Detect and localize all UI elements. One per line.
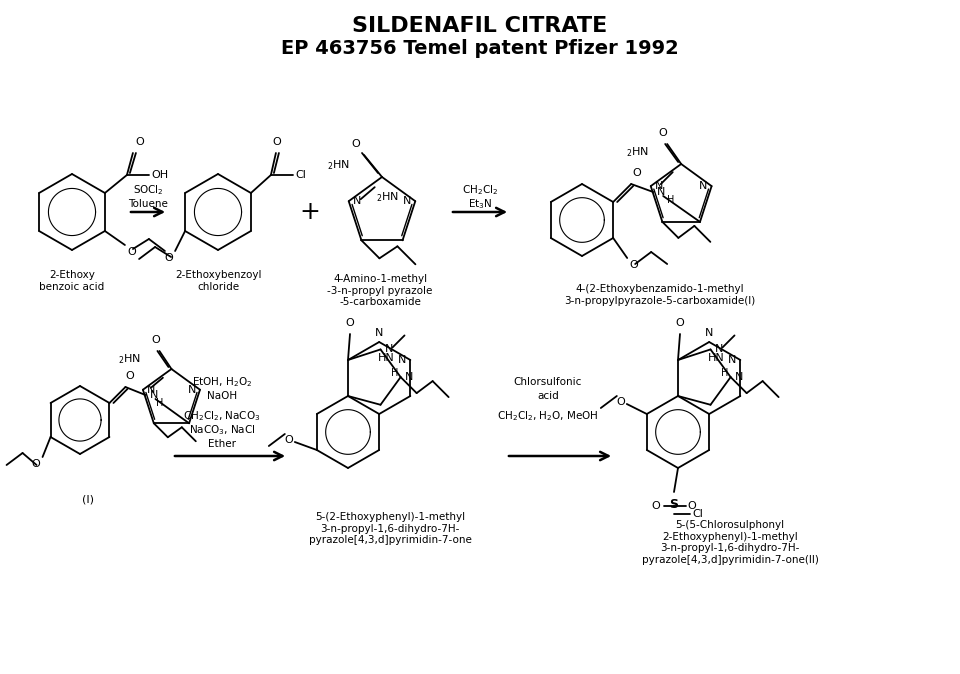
Text: CH$_2$Cl$_2$, H$_2$O, MeOH: CH$_2$Cl$_2$, H$_2$O, MeOH	[497, 409, 599, 423]
Text: 2-Ethoxy
benzoic acid: 2-Ethoxy benzoic acid	[39, 270, 105, 292]
Text: 4-Amino-1-methyl
-3-n-propyl pyrazole
-5-carboxamide: 4-Amino-1-methyl -3-n-propyl pyrazole -5…	[327, 274, 433, 307]
Text: O: O	[125, 371, 133, 381]
Text: O: O	[659, 128, 667, 138]
Text: O: O	[273, 137, 281, 147]
Text: N: N	[404, 372, 413, 382]
Text: NaCO$_3$, NaCl: NaCO$_3$, NaCl	[189, 423, 255, 437]
Text: O: O	[346, 318, 354, 328]
Text: O: O	[32, 459, 40, 469]
Text: O: O	[151, 335, 159, 345]
Text: (I): (I)	[82, 494, 94, 504]
Text: O: O	[135, 137, 144, 147]
Text: N: N	[385, 344, 393, 355]
Text: 4-(2-Ethoxybenzamido-1-methyl
3-n-propylpyrazole-5-carboxamide(I): 4-(2-Ethoxybenzamido-1-methyl 3-n-propyl…	[564, 284, 756, 305]
Text: O: O	[629, 260, 638, 270]
Text: S: S	[669, 498, 679, 511]
Text: N: N	[187, 385, 196, 395]
Text: N: N	[375, 328, 383, 338]
Text: O: O	[633, 168, 641, 178]
Text: EP 463756 Temel patent Pfizer 1992: EP 463756 Temel patent Pfizer 1992	[281, 40, 679, 59]
Text: O: O	[687, 501, 696, 511]
Text: SOCl$_2$: SOCl$_2$	[132, 183, 163, 197]
Text: Et$_3$N: Et$_3$N	[468, 197, 492, 211]
Text: HN: HN	[708, 353, 725, 363]
Text: OH: OH	[151, 170, 168, 180]
Text: H: H	[156, 398, 163, 408]
Text: SILDENAFIL CITRATE: SILDENAFIL CITRATE	[352, 16, 608, 36]
Text: N: N	[398, 355, 406, 365]
Text: H: H	[667, 195, 675, 205]
Text: 2-Ethoxybenzoyl
chloride: 2-Ethoxybenzoyl chloride	[175, 270, 261, 292]
Text: N: N	[150, 390, 157, 400]
Text: N: N	[403, 196, 411, 206]
Text: Chlorsulfonic: Chlorsulfonic	[514, 377, 582, 387]
Text: H: H	[721, 368, 729, 378]
Text: O: O	[164, 253, 173, 263]
Text: O: O	[351, 139, 360, 149]
Text: $_2$HN: $_2$HN	[626, 145, 649, 159]
Text: +: +	[300, 200, 321, 224]
Text: 5-(5-Chlorosulphonyl
2-Ethoxyphenyl)-1-methyl
3-n-propyl-1,6-dihydro-7H-
pyrazol: 5-(5-Chlorosulphonyl 2-Ethoxyphenyl)-1-m…	[641, 520, 819, 565]
Text: N: N	[705, 328, 713, 338]
Text: N: N	[714, 344, 723, 355]
Text: 5-(2-Ethoxyphenyl)-1-methyl
3-n-propyl-1,6-dihydro-7H-
pyrazole[4,3,d]pyrimidin-: 5-(2-Ethoxyphenyl)-1-methyl 3-n-propyl-1…	[308, 512, 471, 545]
Text: N: N	[352, 196, 361, 206]
Text: N: N	[655, 181, 663, 191]
Text: $_2$HN: $_2$HN	[118, 352, 141, 366]
Text: N: N	[734, 372, 743, 382]
Text: CH$_2$Cl$_2$, NaCO$_3$: CH$_2$Cl$_2$, NaCO$_3$	[183, 409, 261, 423]
Text: N: N	[147, 385, 156, 395]
Text: N: N	[728, 355, 736, 365]
Text: Cl: Cl	[692, 509, 703, 519]
Text: Cl: Cl	[295, 170, 306, 180]
Text: Ether: Ether	[208, 439, 236, 449]
Text: N: N	[699, 181, 708, 191]
Text: H: H	[391, 368, 398, 378]
Text: EtOH, H$_2$O$_2$: EtOH, H$_2$O$_2$	[192, 375, 252, 389]
Text: O: O	[284, 435, 293, 445]
Text: $_2$HN: $_2$HN	[376, 190, 399, 204]
Text: NaOH: NaOH	[207, 391, 237, 401]
Text: HN: HN	[377, 353, 395, 363]
Text: O: O	[676, 318, 684, 328]
Text: Toluene: Toluene	[128, 199, 168, 209]
Text: O: O	[616, 397, 625, 407]
Text: $_2$HN: $_2$HN	[327, 158, 350, 172]
Text: CH$_2$Cl$_2$: CH$_2$Cl$_2$	[462, 183, 498, 197]
Text: N: N	[658, 187, 665, 197]
Text: acid: acid	[538, 391, 559, 401]
Text: O: O	[652, 501, 660, 511]
Text: O: O	[127, 247, 135, 257]
